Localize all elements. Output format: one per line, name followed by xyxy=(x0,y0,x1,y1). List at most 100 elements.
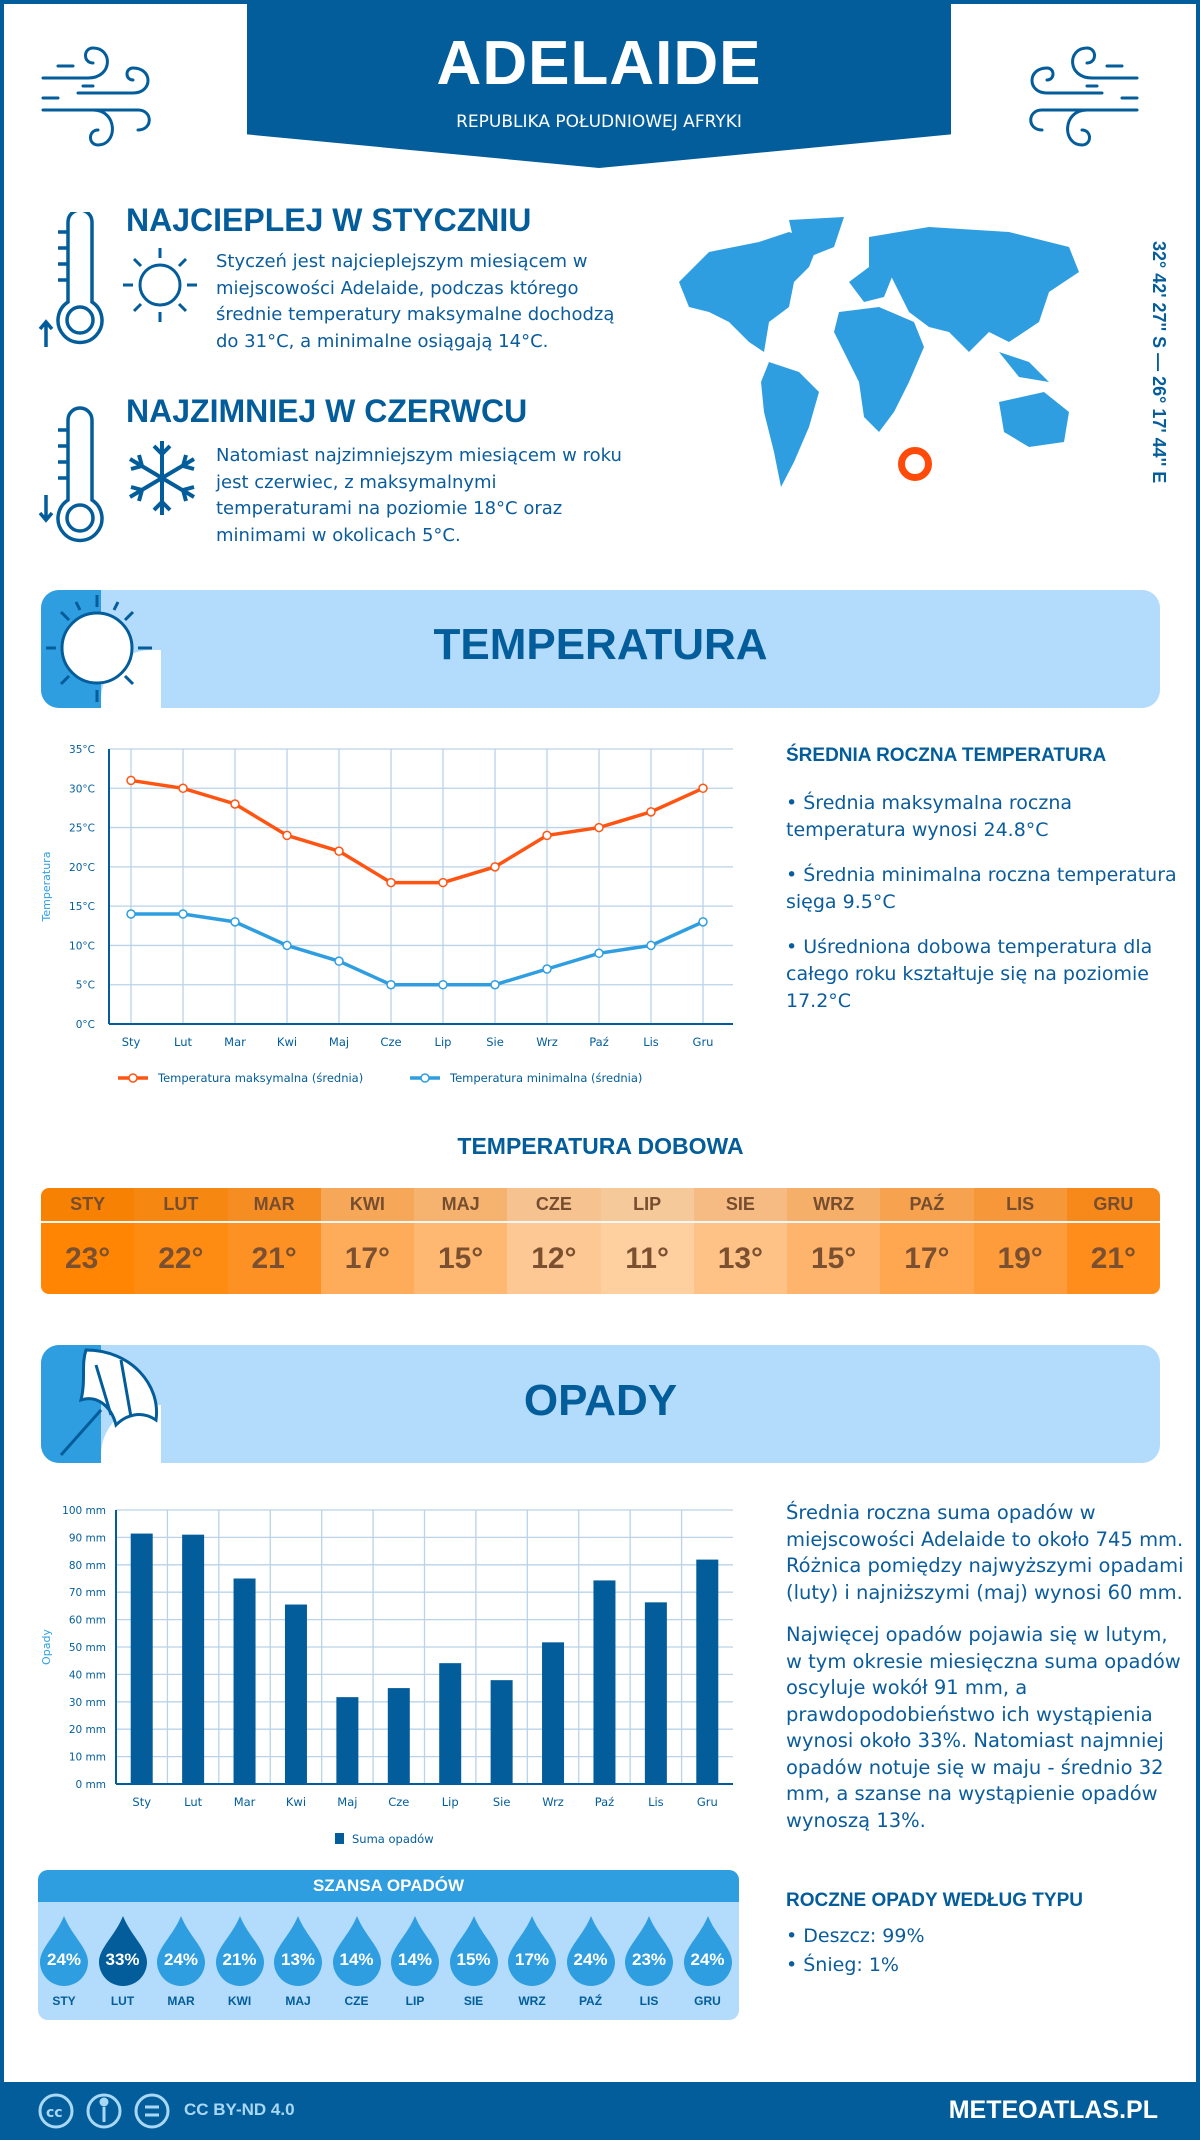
x-tick-label: Maj xyxy=(329,1035,349,1049)
text-line: wynoszą 13%. xyxy=(786,1808,926,1832)
raindrop-icon xyxy=(683,1916,732,1986)
data-point xyxy=(230,799,240,809)
daily-temp-cell: CZE 12° xyxy=(507,1188,601,1294)
temperature-chart: 0°C 5°C 10°C 15°C 20°C 25°C 30°C 35°C Sty Lut Mar K… xyxy=(40,744,733,1085)
precip-banner xyxy=(41,1345,1160,1463)
precip-chart: 0 mm 10 mm 20 mm 30 mm 40 mm 50 mm 60 mm 70 mm 8… xyxy=(40,1505,733,1846)
data-point xyxy=(282,940,292,951)
y-axis-label: Temperatura xyxy=(40,852,53,923)
text-line: mm, a szanse na wystąpienie opadów xyxy=(786,1782,1158,1805)
raindrop-icon xyxy=(566,1916,615,1986)
rain-chance-month: SIE xyxy=(463,1994,484,2008)
text-line: miejscowości Adelaide, podczas którego xyxy=(216,277,579,299)
thermometer-down-icon xyxy=(38,406,104,543)
data-point xyxy=(438,979,448,990)
daily-temp-value: 22° xyxy=(134,1223,228,1294)
daily-temp-value: 21° xyxy=(1066,1223,1160,1294)
rain-chance-item: 14% CZE xyxy=(329,1914,385,2019)
daily-temp-cell: KWI 17° xyxy=(320,1188,414,1294)
x-tick-label: Kwi xyxy=(286,1795,306,1809)
license-text: CC BY-ND 4.0 xyxy=(184,2100,295,2119)
rain-chance-month: GRU xyxy=(694,1994,721,2008)
legend-marker xyxy=(128,1073,138,1083)
data-point xyxy=(646,807,656,817)
y-tick-label: 0 mm xyxy=(76,1779,106,1791)
coldest-text: Natomiast najzimniejszym miesiącem w rok… xyxy=(216,443,622,549)
text-line: Różnica pomiędzy najwyższymi opadami xyxy=(786,1554,1184,1577)
y-tick-label: 25°C xyxy=(69,823,95,835)
legend-label: Temperatura maksymalna (średnia) xyxy=(157,1071,363,1085)
x-tick-label: Cze xyxy=(380,1035,401,1049)
text-line: wynosi około 33%. Natomiast najmniej xyxy=(786,1729,1164,1752)
x-tick-label: Lis xyxy=(648,1795,664,1809)
data-point xyxy=(698,917,708,927)
umbrella-rain-icon xyxy=(59,1348,159,1456)
rain-chance-item: 13% MAJ xyxy=(270,1914,326,2019)
data-point xyxy=(594,822,604,833)
y-tick-label: 20°C xyxy=(69,862,95,874)
temp-summary: • Średnia maksymalna roczna temperatura … xyxy=(786,790,1177,1015)
daily-month: CZE xyxy=(507,1188,601,1223)
y-tick-label: 0°C xyxy=(76,1019,95,1031)
y-tick-label: 30°C xyxy=(69,783,95,795)
y-tick-label: 90 mm xyxy=(69,1532,106,1544)
x-tick-label: Mar xyxy=(234,1795,256,1809)
rain-chance-month: PAŹ xyxy=(578,1994,603,2008)
x-tick-label: Gru xyxy=(697,1795,718,1809)
data-point xyxy=(438,877,448,888)
rain-chance-item: 33% LUT xyxy=(95,1914,151,2019)
precip-bar xyxy=(130,1533,153,1784)
x-tick-label: Sty xyxy=(122,1035,141,1049)
daily-temp-cell: LIS 19° xyxy=(973,1188,1067,1294)
y-tick-label: 70 mm xyxy=(69,1587,106,1599)
rain-chance-value: 24% xyxy=(573,1950,608,1969)
rain-chance-month: STY xyxy=(52,1994,76,2008)
y-tick-label: 50 mm xyxy=(69,1642,106,1654)
daily-temp-cell: STY 23° xyxy=(41,1188,135,1294)
data-point xyxy=(594,948,604,959)
data-point xyxy=(542,964,552,974)
bullet-line: całego roku kształtuje się na poziomie xyxy=(786,963,1149,985)
legend-marker xyxy=(420,1073,430,1083)
series-line-max xyxy=(130,778,704,885)
rain-chance-month: LUT xyxy=(110,1994,135,2008)
data-point xyxy=(698,783,708,794)
raindrop-icon xyxy=(449,1916,498,1986)
precip-bar xyxy=(439,1663,462,1784)
rain-chance-item: 24% MAR xyxy=(153,1914,209,2019)
bullet-line: • Średnia minimalna roczna temperatura xyxy=(786,864,1177,886)
footer xyxy=(0,2082,1200,2140)
text-line: w tym okresie miesięczna suma opadów xyxy=(786,1649,1181,1673)
x-tick-label: Paź xyxy=(589,1035,609,1049)
data-point xyxy=(230,917,240,927)
daily-temp-cell: LIP 11° xyxy=(600,1188,694,1294)
daily-temp-table: STY 23° LUT 22° MAR 21° KWI 17° MAJ 15° CZE 12° LIP 1… xyxy=(41,1188,1160,1294)
rain-chance-item: 24% GRU xyxy=(680,1914,736,2019)
daily-temp-title: TEMPERATURA DOBOWA xyxy=(457,1133,744,1159)
coordinates: 32° 42' 27'' S — 26° 17' 44'' E xyxy=(1149,240,1169,484)
legend-swatch xyxy=(335,1833,344,1844)
y-tick-label: 15°C xyxy=(69,901,95,913)
page-subtitle: REPUBLIKA POŁUDNIOWEJ AFRYKI xyxy=(456,112,742,132)
daily-temp-value: 15° xyxy=(787,1223,881,1294)
precip-bar xyxy=(542,1642,565,1784)
rain-chance-value: 23% xyxy=(631,1950,667,1969)
x-tick-label: Sie xyxy=(493,1795,511,1809)
daily-month: MAJ xyxy=(414,1188,508,1223)
precip-bar xyxy=(593,1580,616,1784)
site-link[interactable]: METEOATLAS.PL xyxy=(948,2096,1158,2124)
raindrop-icon xyxy=(508,1916,556,1986)
x-tick-label: Kwi xyxy=(277,1035,297,1049)
warmest-title: NAJCIEPLEJ W STYCZNIU xyxy=(126,202,532,238)
data-point xyxy=(178,909,188,919)
data-point xyxy=(282,830,292,841)
daily-month: GRU xyxy=(1066,1188,1160,1223)
sun-banner-icon xyxy=(46,595,152,702)
rain-chance-month: LIP xyxy=(405,1994,425,2008)
daily-temp-value: 17° xyxy=(880,1223,974,1294)
y-axis-label: Opady xyxy=(40,1629,53,1665)
y-tick-label: 10 mm xyxy=(69,1752,106,1764)
x-tick-label: Gru xyxy=(693,1035,714,1049)
location-marker xyxy=(898,447,932,481)
data-point xyxy=(334,846,344,856)
